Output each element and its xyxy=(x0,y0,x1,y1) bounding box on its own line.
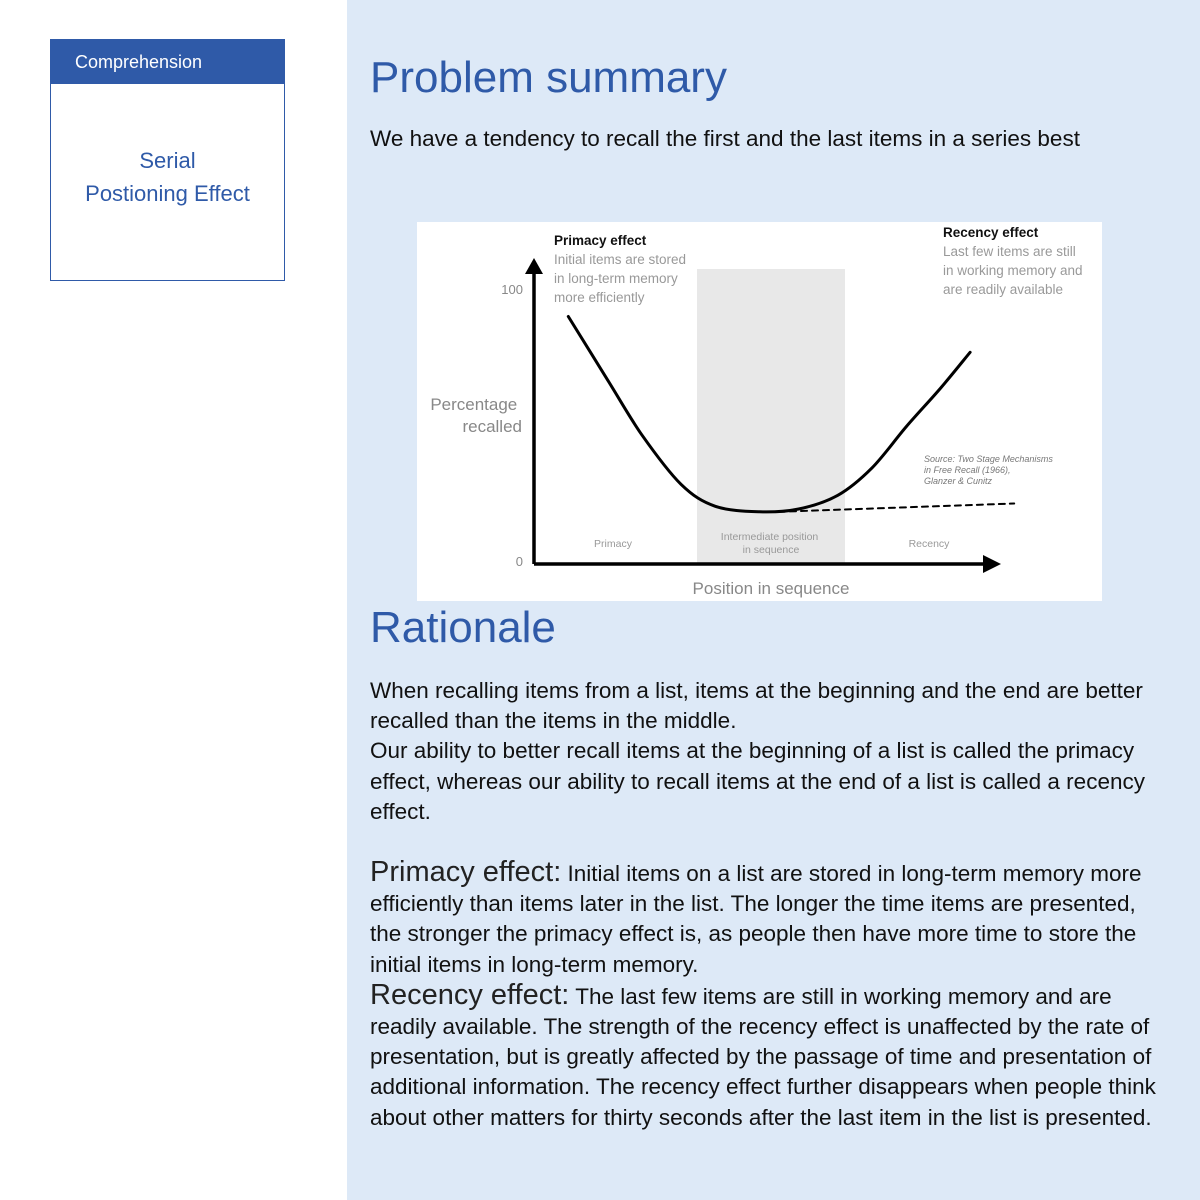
recency-effect-term: Recency effect: xyxy=(370,978,570,1011)
card-title-line: Serial xyxy=(139,148,196,173)
left-column: Comprehension Serial Postioning Effect xyxy=(0,0,347,1200)
card-title: Serial Postioning Effect xyxy=(51,144,284,210)
primacy-effect-term: Primacy effect: xyxy=(370,856,562,889)
rationale-paragraph: Our ability to better recall items at th… xyxy=(370,738,1145,824)
series-line-dashed xyxy=(778,502,1016,513)
x-axis-label: Position in sequence xyxy=(693,579,850,598)
card-title-line: Postioning Effect xyxy=(85,181,250,206)
chart-canvas: 100 0 Percentage recalled Position in se… xyxy=(430,225,1086,598)
rationale-heading: Rationale xyxy=(370,603,556,652)
recency-effect-paragraph: Recency effect: The last few items are s… xyxy=(370,980,1160,1133)
primacy-annotation-title: Primacy effect xyxy=(554,233,647,248)
problem-summary-heading: Problem summary xyxy=(370,53,727,102)
content-panel: Problem summary We have a tendency to re… xyxy=(347,0,1200,1200)
y-axis-label: Percentage recalled xyxy=(430,395,522,436)
y-tick-100: 100 xyxy=(501,282,523,297)
rationale-body: When recalling items from a list, items … xyxy=(370,676,1160,1133)
topic-card[interactable]: Comprehension Serial Postioning Effect xyxy=(50,39,285,281)
primacy-effect-paragraph: Primacy effect: Initial items on a list … xyxy=(370,857,1160,980)
problem-summary-text: We have a tendency to recall the first a… xyxy=(370,126,1080,151)
x-axis-arrow xyxy=(983,555,1001,573)
y-tick-0: 0 xyxy=(516,554,523,569)
intermediate-zone-shade xyxy=(697,269,845,564)
card-category: Comprehension xyxy=(51,40,284,84)
recency-annotation-title: Recency effect xyxy=(943,225,1039,240)
zone-label-recency: Recency xyxy=(909,538,951,550)
rationale-paragraph: When recalling items from a list, items … xyxy=(370,678,1143,734)
paragraph-gap xyxy=(370,827,1160,857)
zone-label-primacy: Primacy xyxy=(594,538,633,550)
series-line-recall-curve xyxy=(566,315,972,514)
primacy-annotation-text: Initial items are stored in long-term me… xyxy=(554,252,690,305)
y-axis-arrow xyxy=(525,258,543,274)
recency-annotation-text: Last few items are still in working memo… xyxy=(943,244,1086,297)
source-note: Source: Two Stage Mechanisms in Free Rec… xyxy=(924,454,1055,486)
serial-position-chart: 100 0 Percentage recalled Position in se… xyxy=(417,222,1102,601)
primacy-effect-text: Initial items on a list are stored in lo… xyxy=(370,861,1142,977)
zone-label-intermediate: Intermediate position in sequence xyxy=(721,531,821,556)
recency-effect-text: The last few items are still in working … xyxy=(370,983,1156,1130)
